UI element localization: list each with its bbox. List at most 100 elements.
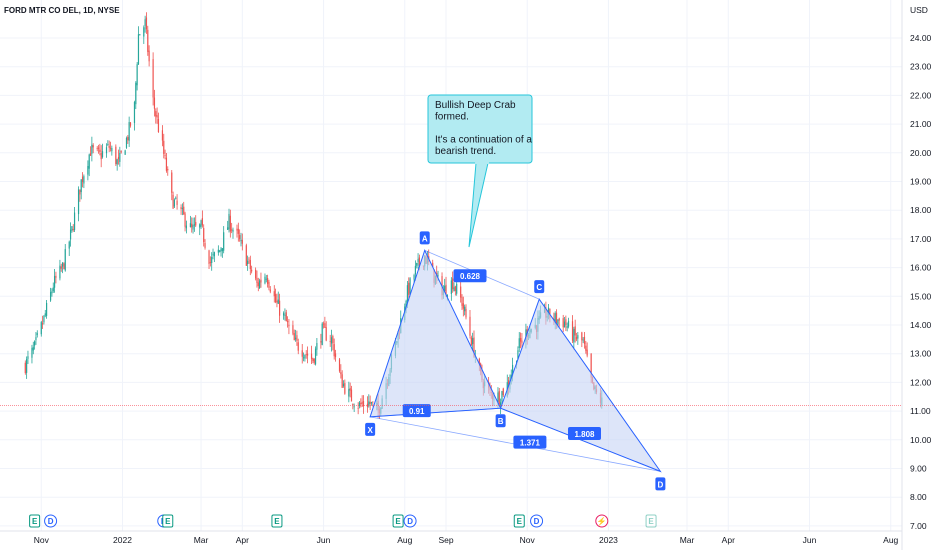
- candle-body: [571, 321, 574, 341]
- event-d: D: [530, 514, 544, 528]
- candle-body: [508, 380, 510, 387]
- candle-body: [183, 206, 185, 215]
- candle-body: [249, 260, 251, 270]
- candle-body: [161, 130, 164, 141]
- candle-body: [77, 189, 80, 215]
- candle-body: [232, 229, 234, 232]
- candle-body: [269, 289, 271, 292]
- candle-body: [228, 213, 230, 230]
- event-badge: [44, 514, 58, 528]
- candle-body: [88, 154, 90, 169]
- candle-body: [59, 265, 61, 279]
- pattern-point-badge: [419, 231, 430, 245]
- candle-body: [36, 333, 38, 335]
- candle-body: [163, 140, 165, 154]
- event-s: ⚡: [595, 514, 609, 528]
- x-axis: Nov 2022 Mar Apr Jun Aug Sep Nov 2023 Mar Apr Jun Au…: [0, 530, 932, 545]
- candle-body: [413, 275, 415, 280]
- candle-body: [501, 391, 503, 402]
- candle-body: [212, 254, 214, 256]
- y-tick-label: 9.00: [910, 464, 927, 474]
- candle-body: [361, 402, 363, 404]
- candle-body: [92, 145, 94, 148]
- candle-body: [344, 383, 346, 394]
- y-tick-label: 22.00: [910, 90, 932, 100]
- x-tick-label: Aug: [883, 535, 898, 545]
- event-label: E: [32, 517, 38, 526]
- candle-body: [117, 156, 120, 160]
- candle-body: [334, 353, 337, 358]
- candle-body: [195, 222, 197, 226]
- candle-body: [464, 306, 466, 312]
- candle-body: [297, 342, 299, 351]
- candle-body: [285, 312, 287, 322]
- candle-body: [129, 122, 132, 126]
- candle-body: [277, 299, 279, 304]
- candle-body: [304, 354, 306, 359]
- candle-body: [313, 358, 315, 363]
- candle-body: [96, 147, 98, 149]
- candle-body: [46, 302, 48, 316]
- x-tick-label: Apr: [236, 535, 249, 545]
- candle-body: [167, 169, 169, 171]
- candle-body: [353, 406, 355, 408]
- candle-body: [472, 338, 474, 345]
- candle-body: [288, 324, 290, 327]
- candle-body: [60, 266, 62, 269]
- callout-join: [475, 161, 489, 164]
- callout-line: bearish trend.: [435, 146, 496, 157]
- candle-body: [49, 292, 52, 301]
- candle-body: [332, 336, 334, 344]
- candle-body: [565, 319, 567, 326]
- candle-body: [229, 215, 231, 232]
- y-tick-label: 18.00: [910, 205, 932, 215]
- candle-body: [201, 218, 203, 226]
- candle-body: [512, 364, 514, 376]
- candle-body: [470, 337, 472, 346]
- candle-body: [35, 337, 37, 341]
- y-tick-label: 13.00: [910, 349, 932, 359]
- y-tick-label: 12.00: [910, 377, 932, 387]
- candle-body: [329, 341, 331, 342]
- candle-body: [408, 282, 410, 295]
- pattern-point-label: B: [498, 417, 504, 426]
- candle-body: [498, 391, 500, 405]
- candle-body: [236, 228, 238, 231]
- ratio-badge: [567, 427, 601, 441]
- candle-body: [260, 279, 262, 283]
- candle-body: [184, 213, 186, 227]
- candle-body: [191, 223, 193, 228]
- candle-body: [282, 313, 285, 316]
- candle-body: [68, 241, 70, 249]
- candle-body: [105, 147, 108, 154]
- candle-body: [314, 348, 317, 365]
- candle-body: [257, 282, 259, 287]
- event-e: E: [271, 514, 283, 528]
- candle-body: [292, 325, 294, 334]
- pattern-point-badge: [655, 477, 666, 491]
- event-label: E: [517, 517, 523, 526]
- event-e: E: [645, 514, 657, 528]
- x-tick-label: Jun: [803, 535, 817, 545]
- candle-body: [227, 227, 229, 230]
- candle-body: [189, 223, 191, 228]
- candle-body: [462, 303, 464, 309]
- candle-body: [157, 119, 160, 133]
- candle-body: [87, 166, 89, 175]
- candle-body: [63, 263, 65, 269]
- event-badge: [645, 514, 657, 528]
- candle-body: [316, 343, 318, 350]
- candle-body: [255, 269, 257, 279]
- candle-body: [432, 262, 434, 267]
- x-tick-label: Mar: [680, 535, 695, 545]
- candle-body: [128, 122, 130, 141]
- candle-body: [204, 243, 206, 248]
- x-tick-label: Aug: [397, 535, 412, 545]
- y-tick-label: 21.00: [910, 119, 932, 129]
- x-tick-label: 2023: [599, 535, 618, 545]
- event-badge: [513, 514, 525, 528]
- candle-body: [341, 374, 343, 388]
- candle-body: [211, 257, 213, 264]
